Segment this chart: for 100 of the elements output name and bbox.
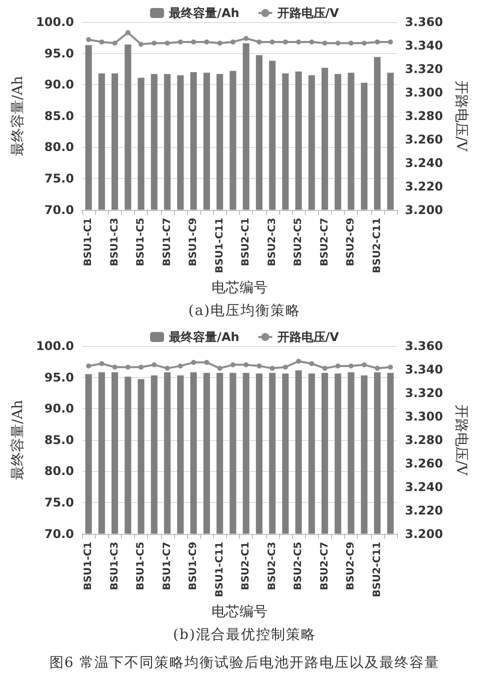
x-tick-label: BSU2-C5 (293, 218, 304, 266)
point (112, 40, 118, 46)
x-tick-label: BSU1-C7 (162, 218, 173, 266)
y-tick-label: 80.0 (44, 464, 74, 478)
point (322, 40, 328, 46)
y2-tick-label: 3.300 (405, 85, 443, 100)
x-tick-label: BSU1-C11 (214, 542, 226, 598)
point (362, 40, 367, 46)
x-tick-label: BSU2-C1 (240, 218, 252, 266)
x-tick-label: BSU2-C3 (266, 218, 278, 266)
x-axis-title: 电芯编号 (212, 604, 268, 620)
x-tick-label: BSU2-C7 (319, 542, 330, 590)
point (164, 366, 170, 371)
x-tick-label: BSU1-C3 (109, 542, 120, 590)
x-axis-title: 电芯编号 (212, 280, 268, 296)
point (86, 37, 92, 42)
point (99, 39, 104, 44)
x-tick-label: BSU2-C11 (372, 218, 383, 274)
y2-tick-label: 3.260 (405, 132, 443, 146)
x-tick-label: BSU1-C9 (188, 218, 200, 266)
y2-axis-title: 开路电压/V (452, 404, 469, 476)
legend-label: 最终容量/Ah (168, 330, 240, 344)
y2-tick-label: 3.240 (405, 156, 443, 170)
point (191, 39, 196, 44)
point (296, 39, 302, 44)
y2-tick-label: 3.300 (405, 409, 443, 424)
text: (b)混合最优控制策略 (172, 626, 317, 644)
caption: 图6 常温下不同策略均衡试验后电池开路电压以及最终容量 (48, 654, 441, 672)
y-axis-title: 最终容量/Ah (10, 400, 26, 480)
point (256, 39, 262, 44)
y2-tick-label: 3.320 (405, 386, 443, 400)
point (217, 40, 222, 46)
y-tick-label: 100.0 (36, 15, 74, 29)
point (270, 366, 275, 371)
point (244, 362, 249, 368)
x-tick-label: BSU2-C11 (372, 542, 383, 598)
point (178, 363, 183, 368)
x-tick-label: BSU1-C5 (136, 542, 147, 590)
x-tick-label: BSU2-C1 (240, 542, 252, 590)
point (256, 363, 262, 368)
x-tick-label: BSU1-C7 (162, 542, 173, 590)
point (86, 363, 92, 368)
y-tick-label: 70.0 (44, 202, 74, 217)
y2-tick-label: 3.240 (405, 480, 443, 494)
x-tick-label: BSU2-C5 (293, 542, 304, 590)
y2-tick-label: 3.220 (405, 503, 443, 518)
x-tick-label: BSU2-C9 (346, 218, 357, 266)
x-tick-label: BSU2-C9 (346, 542, 357, 590)
x-tick-label: BSU1-C9 (188, 542, 200, 590)
point (112, 364, 118, 370)
y2-tick-label: 3.280 (405, 432, 443, 447)
y-tick-label: 70.0 (44, 526, 74, 541)
y-tick-label: 75.0 (44, 171, 74, 186)
legend-label: 开路电压/V (276, 6, 340, 20)
point (374, 39, 380, 44)
y-tick-label: 100.0 (36, 339, 74, 353)
point (335, 40, 340, 46)
y-tick-label: 90.0 (44, 78, 74, 92)
y-tick-label: 75.0 (44, 495, 74, 510)
point (125, 364, 130, 370)
x-tick-label: BSU1-C1 (83, 218, 94, 266)
point (204, 360, 210, 365)
point (335, 363, 340, 368)
y-tick-label: 95.0 (44, 370, 74, 384)
x-tick-label: BSU1-C3 (109, 218, 120, 266)
x-tick-label: BSU1-C5 (136, 218, 147, 266)
point (217, 366, 222, 371)
point (296, 358, 302, 364)
point (138, 42, 144, 47)
y-axis-title: 最终容量/Ah (10, 76, 26, 156)
y2-tick-label: 3.320 (405, 62, 443, 76)
point (152, 362, 157, 368)
y-tick-label: 95.0 (44, 46, 74, 60)
y2-tick-label: 3.220 (405, 179, 443, 194)
point (152, 40, 157, 46)
point (138, 364, 144, 370)
point (282, 364, 288, 370)
point (282, 39, 288, 44)
y2-tick-label: 3.340 (405, 38, 443, 52)
point (362, 362, 367, 368)
y2-tick-label: 3.200 (405, 202, 443, 217)
legend-label: 开路电压/V (276, 330, 340, 344)
point (191, 360, 196, 365)
x-tick-label: BSU2-C7 (319, 218, 330, 266)
point (348, 363, 354, 368)
y-tick-label: 85.0 (44, 432, 74, 447)
x-tick-label: BSU1-C11 (214, 218, 226, 274)
legend-label: 最终容量/Ah (168, 6, 240, 20)
point (230, 362, 236, 368)
x-tick-label: BSU1-C1 (83, 542, 94, 590)
point (230, 39, 236, 44)
y2-tick-label: 3.340 (405, 362, 443, 376)
point (388, 364, 393, 370)
y2-tick-label: 3.200 (405, 526, 443, 541)
point (348, 40, 354, 46)
y-tick-label: 80.0 (44, 140, 74, 154)
point (388, 39, 393, 44)
point (322, 366, 328, 371)
point (164, 40, 170, 46)
point (125, 30, 130, 36)
